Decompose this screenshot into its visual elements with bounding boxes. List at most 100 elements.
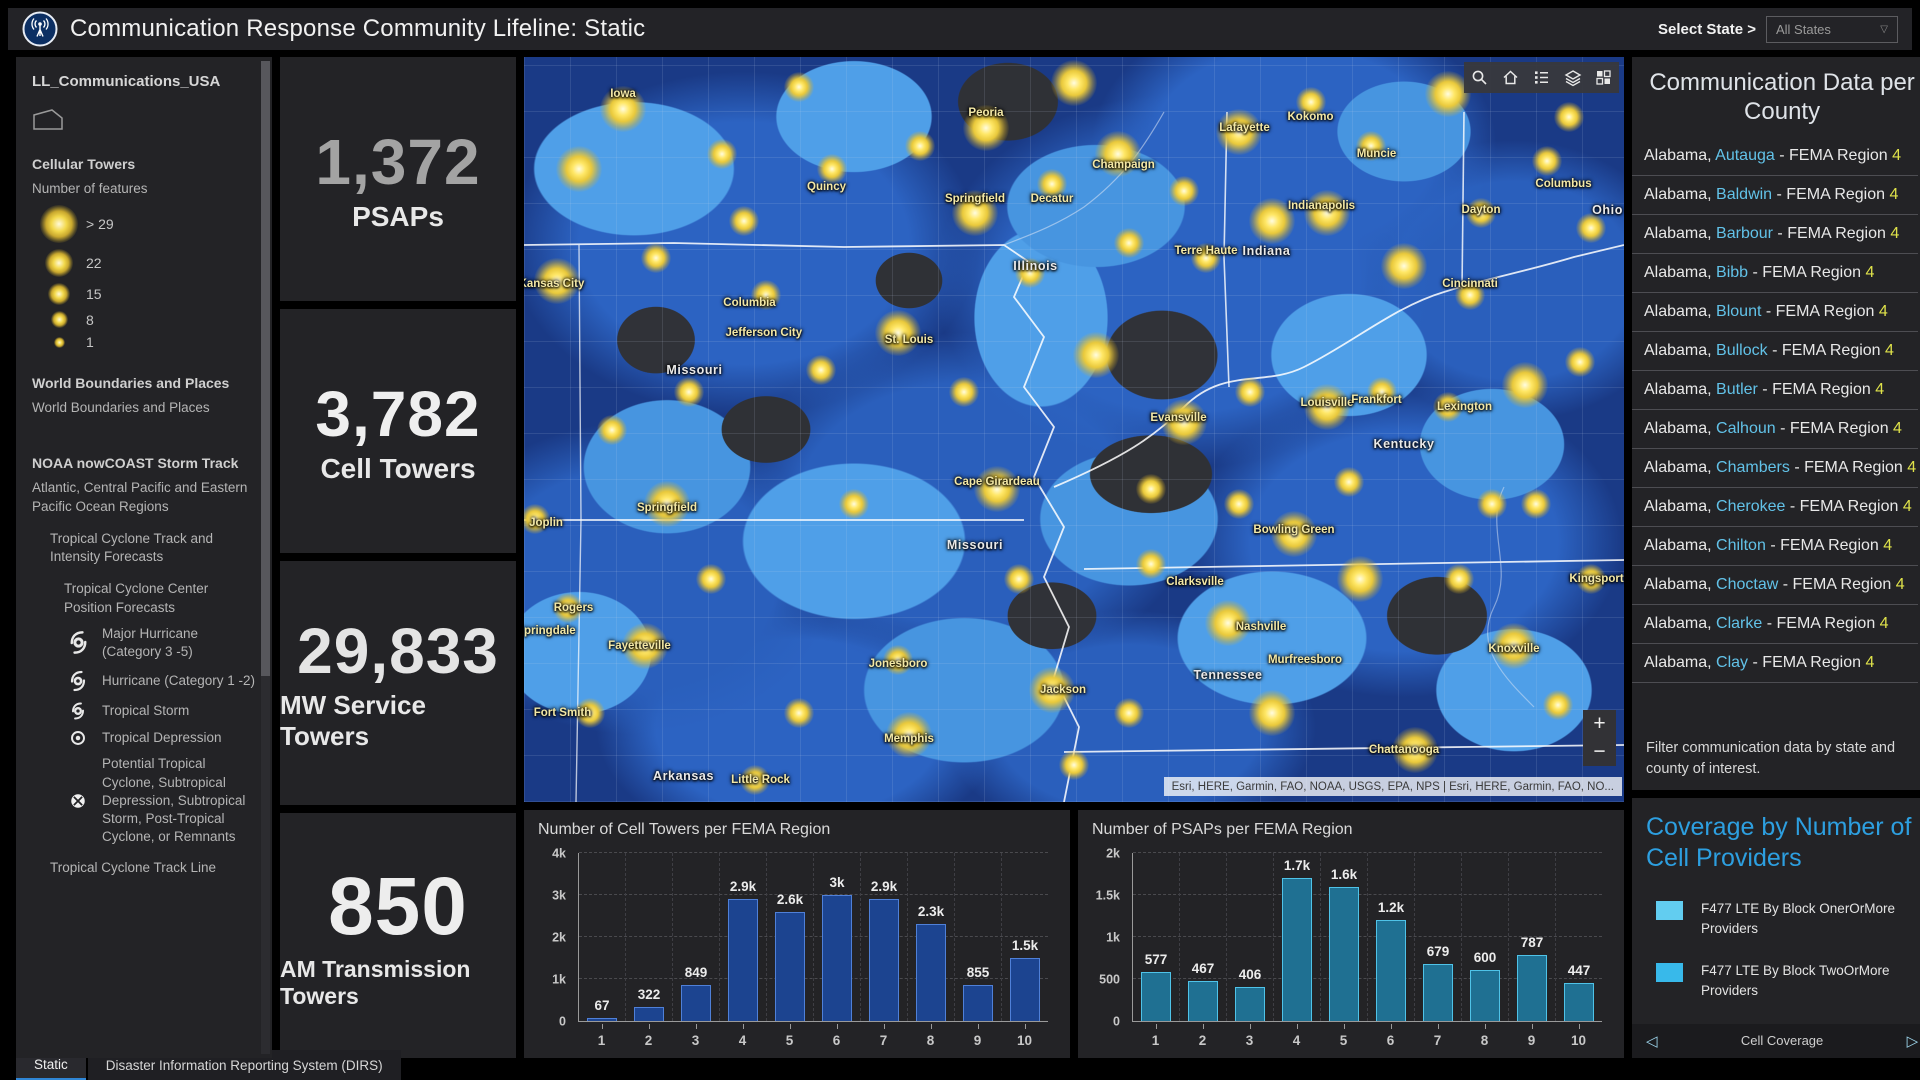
bar-region-3[interactable]: 406 xyxy=(1227,853,1274,1021)
bar-region-2[interactable]: 467 xyxy=(1180,853,1227,1021)
map-label-city: Springdale xyxy=(524,624,576,637)
map-label-city: Springfield xyxy=(944,192,1006,205)
bar-value-label: 1.2k xyxy=(1377,900,1405,915)
cell-tower-cluster-dot xyxy=(905,131,935,162)
map-label-city: Kingsport xyxy=(1569,572,1624,585)
cell-tower-cluster-dot xyxy=(1136,548,1166,579)
bar-region-1[interactable]: 577 xyxy=(1133,853,1180,1021)
legend-icon[interactable] xyxy=(1526,62,1557,93)
bar-region-8[interactable]: 2.3k xyxy=(908,853,955,1021)
bar-region-1[interactable]: 67 xyxy=(579,853,626,1021)
state-dropdown[interactable]: All States ▽ xyxy=(1766,15,1898,43)
stat-label: PSAPs xyxy=(352,201,444,233)
county-row[interactable]: Alabama, Butler - FEMA Region 4 xyxy=(1632,371,1919,410)
bar-region-6[interactable]: 3k xyxy=(814,853,861,1021)
legend-section-cellular-towers: Cellular Towers xyxy=(32,156,136,172)
cell-tower-cluster-dot xyxy=(575,697,605,728)
county-row[interactable]: Alabama, Bullock - FEMA Region 4 xyxy=(1632,332,1919,371)
x-axis-tick: 4 xyxy=(719,1023,766,1052)
county-row[interactable]: Alabama, Calhoun - FEMA Region 4 xyxy=(1632,410,1919,449)
legend-panel: LL_Communications_USA Cellular Towers Nu… xyxy=(16,57,272,1058)
bar-value-label: 3k xyxy=(829,874,845,890)
county-row[interactable]: Alabama, Barbour - FEMA Region 4 xyxy=(1632,215,1919,254)
county-row[interactable]: Alabama, Clay - FEMA Region 4 xyxy=(1632,644,1919,683)
bar-region-10[interactable]: 447 xyxy=(1556,853,1602,1021)
disturbance-icon xyxy=(64,792,92,810)
county-row[interactable]: Alabama, Autauga - FEMA Region 4 xyxy=(1632,137,1919,176)
cell-tower-cluster-dot xyxy=(1334,466,1364,497)
stat-value: 1,372 xyxy=(315,126,481,199)
cell-tower-cluster-dot xyxy=(553,593,583,624)
stat-value: 3,782 xyxy=(315,378,481,451)
county-row[interactable]: Alabama, Cherokee - FEMA Region 4 xyxy=(1632,488,1919,527)
stat-cards: 1,372 PSAPs 3,782 Cell Towers 29,833 MW … xyxy=(280,57,516,1058)
bar-value-label: 2.3k xyxy=(917,904,945,920)
map[interactable]: Iowa Peoria Lafayette Kokomo Muncie Champaign… xyxy=(524,57,1624,802)
bar-value-label: 2.6k xyxy=(776,891,804,907)
county-row[interactable]: Alabama, Chilton - FEMA Region 4 xyxy=(1632,527,1919,566)
stat-label: AM Transmission Towers xyxy=(280,956,471,1010)
x-axis-tick: 8 xyxy=(907,1023,954,1052)
major-hurricane-icon xyxy=(64,629,92,656)
county-panel: Communication Data per County Alabama, A… xyxy=(1632,57,1920,790)
bar-value-label: 577 xyxy=(1144,952,1168,968)
zoom-in-button[interactable]: + xyxy=(1593,712,1606,735)
cell-tower-cluster-dot xyxy=(696,563,726,594)
bar-region-7[interactable]: 679 xyxy=(1415,853,1462,1021)
bar-region-4[interactable]: 2.9k xyxy=(720,853,767,1021)
cell-tower-cluster-dot xyxy=(1029,667,1075,714)
map-label-state: Kentucky xyxy=(1373,437,1435,452)
bar-region-3[interactable]: 849 xyxy=(673,853,720,1021)
cell-tower-cluster-dot xyxy=(1444,563,1474,594)
pager-next-button[interactable]: ▷ xyxy=(1906,1032,1919,1050)
cell-tower-cluster-dot xyxy=(784,71,814,102)
cell-tower-cluster-dot xyxy=(1356,131,1386,162)
bar-region-10[interactable]: 1.5k xyxy=(1002,853,1048,1021)
zoom-out-button[interactable]: − xyxy=(1593,740,1606,763)
x-axis-tick: 5 xyxy=(1320,1023,1367,1052)
bar-region-7[interactable]: 2.9k xyxy=(861,853,908,1021)
cell-tower-cluster-dot xyxy=(886,711,932,758)
map-label-city: Bowling Green xyxy=(1253,524,1335,537)
search-icon[interactable] xyxy=(1464,62,1495,93)
bar-value-label: 67 xyxy=(594,997,610,1013)
cell-tower-cluster-dot xyxy=(1249,689,1295,736)
county-row[interactable]: Alabama, Chambers - FEMA Region 4 xyxy=(1632,449,1919,488)
pager-prev-button[interactable]: ◁ xyxy=(1646,1032,1658,1050)
layers-icon[interactable] xyxy=(1557,62,1588,93)
app-logo-icon xyxy=(22,11,58,47)
x-axis-tick: 6 xyxy=(1367,1023,1414,1052)
bar-region-5[interactable]: 1.6k xyxy=(1321,853,1368,1021)
basemap-icon[interactable] xyxy=(1588,62,1619,93)
county-row[interactable]: Alabama, Blount - FEMA Region 4 xyxy=(1632,293,1919,332)
county-row[interactable]: Alabama, Choctaw - FEMA Region 4 xyxy=(1632,566,1919,605)
county-row[interactable]: Alabama, Clarke - FEMA Region 4 xyxy=(1632,605,1919,644)
cell-tower-cluster-dot xyxy=(1367,377,1397,408)
legend-size-row: 22 xyxy=(16,246,272,280)
map-label-city: Springfield xyxy=(636,501,698,514)
bar-value-label: 1.5k xyxy=(1011,937,1039,953)
bar-region-8[interactable]: 600 xyxy=(1462,853,1509,1021)
sidebar-scrollbar[interactable] xyxy=(261,61,270,1054)
bar-region-6[interactable]: 1.2k xyxy=(1368,853,1415,1021)
cell-tower-cluster-dot xyxy=(1576,563,1606,594)
bar-region-9[interactable]: 787 xyxy=(1509,853,1556,1021)
home-icon[interactable] xyxy=(1495,62,1526,93)
bar-region-9[interactable]: 855 xyxy=(955,853,1002,1021)
county-row[interactable]: Alabama, Baldwin - FEMA Region 4 xyxy=(1632,176,1919,215)
bar-region-2[interactable]: 322 xyxy=(626,853,673,1021)
cell-tower-cluster-dot xyxy=(883,645,913,676)
cell-tower-cluster-dot xyxy=(740,764,770,795)
cell-tower-cluster-dot xyxy=(1051,60,1097,107)
glow-dot-icon xyxy=(32,249,86,278)
map-label-city: St. Louis xyxy=(884,334,934,347)
cell-tower-cluster-dot xyxy=(534,257,580,304)
county-row[interactable]: Alabama, Bibb - FEMA Region 4 xyxy=(1632,254,1919,293)
bar-region-5[interactable]: 2.6k xyxy=(767,853,814,1021)
map-zoom-control: + − xyxy=(1583,710,1616,766)
bar-region-4[interactable]: 1.7k xyxy=(1274,853,1321,1021)
coverage-panel: Coverage by Number of Cell Providers F47… xyxy=(1632,798,1920,1058)
x-axis-tick: 1 xyxy=(1132,1023,1179,1052)
